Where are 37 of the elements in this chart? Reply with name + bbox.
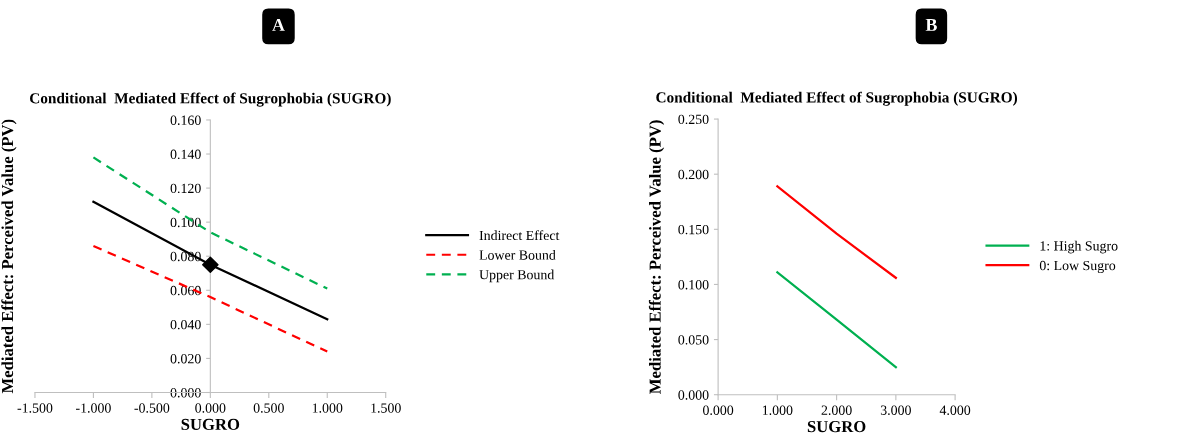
y-tick-label: 0.140 xyxy=(170,149,201,160)
x-tick-label: 4.000 xyxy=(939,405,971,415)
y-axis-title: Mediated Effect: Perceived Value (PV) xyxy=(648,120,665,394)
x-tick-label: 1.000 xyxy=(762,405,793,415)
chart-title: Conditional Mediated Effect of Sugrophobia (SUGRO) xyxy=(30,92,391,107)
y-tick-label: 0.100 xyxy=(170,217,201,228)
y-tick-label: 0.250 xyxy=(678,114,709,125)
y-tick-label: 0.120 xyxy=(170,183,201,194)
y-tick-label: 0.150 xyxy=(678,224,709,235)
y-tick-label: 0.200 xyxy=(678,169,709,180)
x-tick-label: 1.000 xyxy=(312,403,343,413)
legend-label: Lower Bound xyxy=(479,249,556,260)
x-tick-label: -1.000 xyxy=(76,403,111,413)
y-axis-title: Mediated Effect: Perceived Value (PV) xyxy=(1,119,17,394)
x-tick-label: 0.000 xyxy=(195,403,226,413)
y-tick-label: 0.050 xyxy=(678,335,709,345)
x-tick-label: -0.500 xyxy=(134,403,170,413)
text: A xyxy=(272,18,285,31)
chart-title: Conditional Mediated Effect of Sugrophobia (SUGRO) xyxy=(656,91,1018,106)
legend-label: 1: High Sugro xyxy=(1040,240,1118,254)
x-axis-title: SUGRO xyxy=(807,421,866,433)
y-tick-label: 0.040 xyxy=(170,319,201,330)
y-tick-label: 0.020 xyxy=(170,354,201,364)
x-tick-label: 0.500 xyxy=(253,403,284,413)
x-tick-label: 0.000 xyxy=(703,405,734,415)
x-axis-title: SUGRO xyxy=(181,418,240,431)
y-tick-label: 0.100 xyxy=(678,280,709,290)
y-tick-label: 0.000 xyxy=(678,390,709,400)
legend-label: Upper Bound xyxy=(479,269,555,283)
x-tick-label: 1.500 xyxy=(371,403,401,413)
x-tick-label: 2.000 xyxy=(821,405,852,415)
legend-label: 0: Low Sugro xyxy=(1039,260,1116,274)
y-tick-label: 0.160 xyxy=(170,115,201,125)
legend-label: Indirect Effect xyxy=(479,230,560,241)
text: B xyxy=(925,18,937,31)
x-tick-label: 3.000 xyxy=(880,405,911,415)
x-tick-label: -1.500 xyxy=(17,403,53,413)
